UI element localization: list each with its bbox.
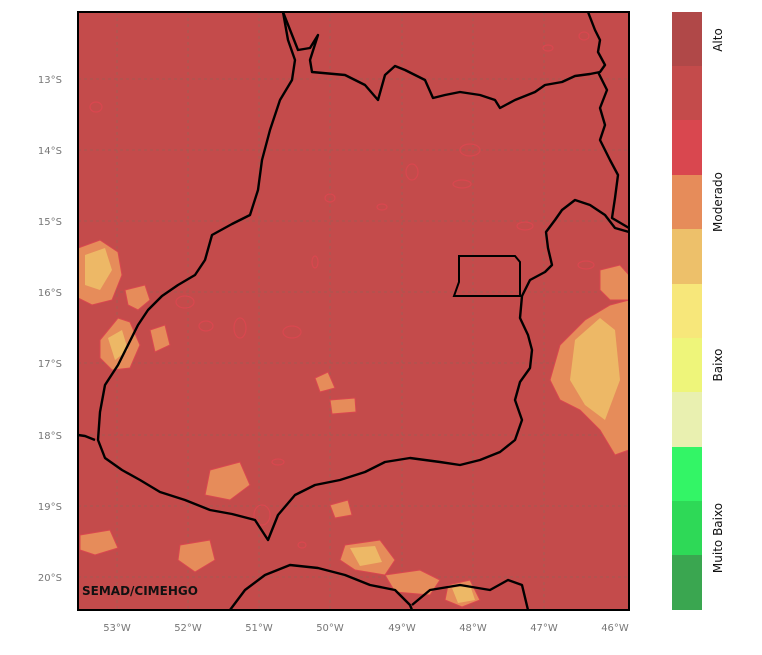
colorbar-label-muito-baixo: Muito Baixo — [711, 503, 725, 573]
lon-tick-label: 48°W — [459, 623, 487, 634]
watermark-text: SEMAD/CIMEHGO — [82, 584, 198, 598]
state-boundaries — [78, 12, 629, 610]
latitude-ticks: 13°S 14°S 15°S 16°S 17°S 18°S 19°S 20°S — [38, 75, 62, 584]
lon-tick-label: 53°W — [103, 623, 131, 634]
lat-tick-label: 17°S — [38, 359, 62, 370]
colorbar-segment — [672, 555, 702, 610]
colorbar-segment — [672, 66, 702, 121]
moderate-core-areas — [85, 248, 620, 603]
colorbar-segment — [672, 229, 702, 284]
colorbar-segment — [672, 175, 702, 230]
lat-tick-label: 18°S — [38, 431, 62, 442]
contour-blobs — [89, 31, 595, 549]
lon-tick-label: 49°W — [388, 623, 416, 634]
longitude-ticks: 53°W 52°W 51°W 50°W 49°W 48°W 47°W 46°W — [103, 623, 629, 634]
colorbar — [672, 12, 702, 610]
lat-tick-label: 15°S — [38, 217, 62, 228]
map-gridlines — [78, 12, 629, 610]
map-background — [78, 12, 629, 610]
federal-district-boundary — [452, 255, 521, 297]
colorbar-segment — [672, 447, 702, 502]
lon-tick-label: 51°W — [245, 623, 273, 634]
lat-tick-label: 19°S — [38, 502, 62, 513]
colorbar-label-alto: Alto — [711, 28, 725, 52]
colorbar-segment — [672, 12, 702, 67]
colorbar-label-baixo: Baixo — [711, 349, 725, 382]
colorbar-segment — [672, 338, 702, 393]
lon-tick-label: 52°W — [174, 623, 202, 634]
colorbar-label-moderado: Moderado — [711, 172, 725, 232]
colorbar-segment — [672, 392, 702, 447]
lat-tick-label: 14°S — [38, 146, 62, 157]
lon-tick-label: 47°W — [530, 623, 558, 634]
lat-tick-label: 16°S — [38, 288, 62, 299]
lon-tick-label: 46°W — [601, 623, 629, 634]
lat-tick-label: 13°S — [38, 75, 62, 86]
colorbar-segment — [672, 501, 702, 556]
colorbar-segment — [672, 284, 702, 339]
colorbar-segment — [672, 120, 702, 175]
lat-tick-label: 20°S — [38, 573, 62, 584]
map-frame — [77, 11, 630, 611]
lon-tick-label: 50°W — [316, 623, 344, 634]
